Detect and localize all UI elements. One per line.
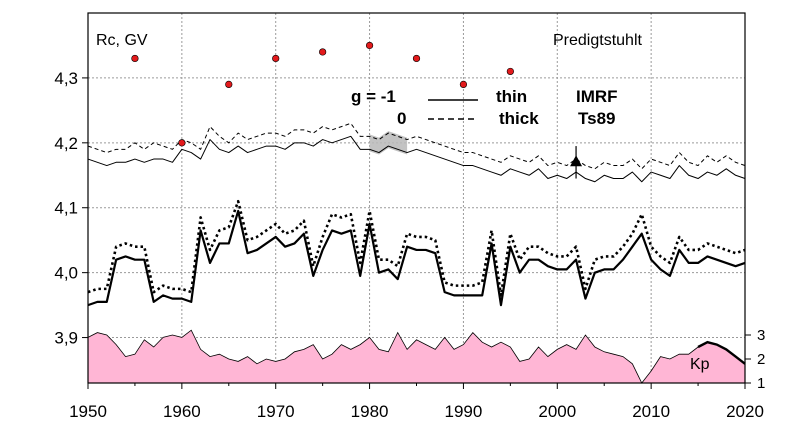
- shaded-band-layer: [369, 131, 408, 155]
- legend-row1-model: IMRF: [576, 87, 618, 106]
- grid: [88, 13, 745, 383]
- legend-row2-thickness: thick: [499, 109, 539, 128]
- series-g0-thick: [87, 199, 746, 297]
- observation-point: [459, 80, 468, 89]
- station-name: Predigtstuhlt: [553, 32, 642, 49]
- x-tick-label: 1960: [163, 402, 201, 421]
- x-tick-label: 1980: [351, 402, 389, 421]
- kp-label: Kp: [690, 356, 710, 373]
- y-tick-label: 3,9: [54, 329, 78, 348]
- observation-point: [225, 80, 233, 89]
- marker-triangle: [570, 155, 583, 167]
- kp-tick-label: 3: [757, 327, 765, 344]
- y-tick-label: 4,1: [54, 199, 78, 218]
- legend-row2-g: 0: [397, 109, 406, 128]
- observation-points-layer: [131, 41, 514, 147]
- kp-area-layer: [87, 329, 746, 384]
- y-tick-label: 4,2: [54, 134, 78, 153]
- series-g-minus1-thick: [87, 209, 746, 307]
- y-axis-label: Rc, GV: [96, 32, 148, 49]
- observation-point: [506, 67, 514, 76]
- series-layer: [87, 122, 746, 307]
- x-tick-label: 1990: [445, 402, 483, 421]
- y-tick-label: 4,0: [54, 264, 78, 283]
- legend-row1-thickness: thin: [496, 87, 527, 106]
- kp-tick-label: 1: [757, 375, 765, 392]
- ticks-layer: 1950 1960 1970 1980 1990 2000 2010 2020 3,9 4,0 4,…: [54, 69, 765, 421]
- x-tick-label: 1950: [69, 402, 107, 421]
- kp-tick-label: 2: [757, 351, 765, 368]
- observation-point: [131, 54, 139, 63]
- observation-point: [319, 48, 327, 56]
- legend: g = -1 thin IMRF 0 thick Ts89: [351, 87, 618, 128]
- series-g-minus1-thin: [87, 135, 746, 183]
- observation-point: [272, 54, 280, 63]
- legend-row1-g: g = -1: [351, 87, 396, 106]
- y-tick-label: 4,3: [54, 69, 78, 88]
- observation-point: [178, 139, 186, 147]
- kp-area: [87, 329, 746, 384]
- x-tick-label: 1970: [257, 402, 295, 421]
- observation-point: [365, 41, 374, 50]
- kp-recent-curve: [697, 340, 746, 365]
- x-tick-label: 2000: [538, 402, 576, 421]
- marker-layer: [570, 146, 583, 179]
- x-tick-label: 2010: [632, 402, 670, 421]
- legend-row2-model: Ts89: [578, 109, 616, 128]
- observation-point: [412, 54, 421, 63]
- shaded-band: [369, 131, 408, 155]
- x-tick-label: 2020: [726, 402, 764, 421]
